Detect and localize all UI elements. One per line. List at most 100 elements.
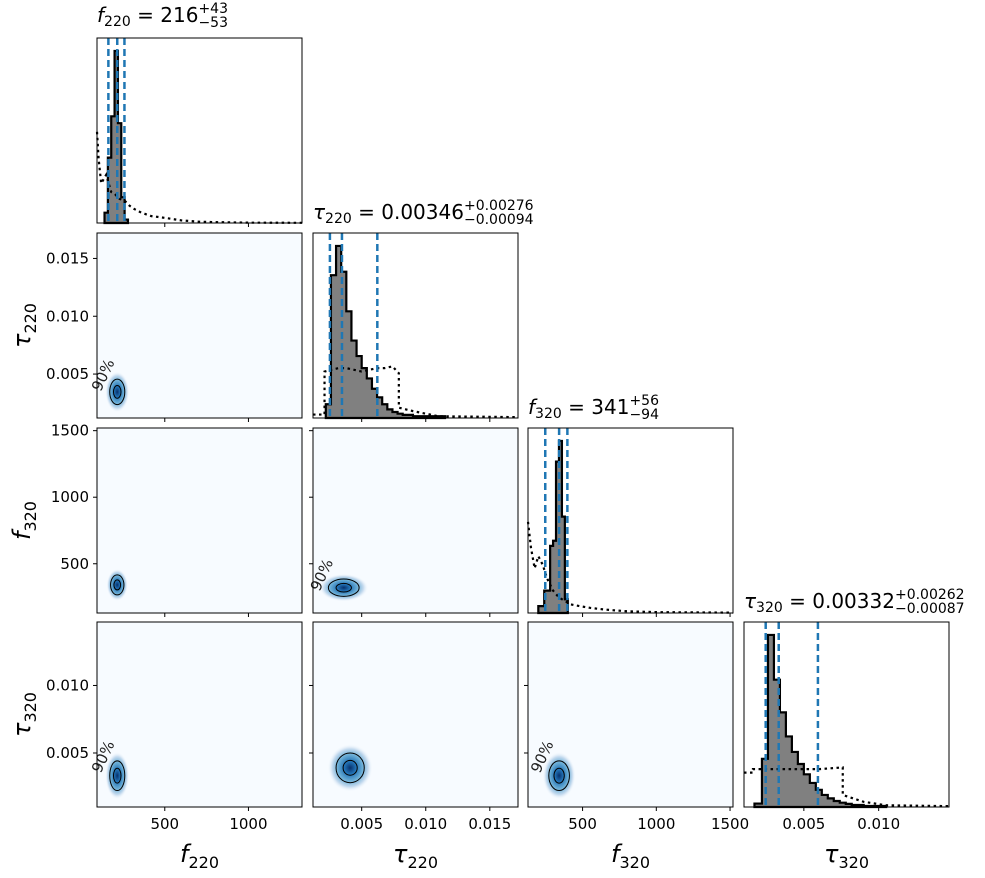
diag-panel-1: f220 = 216+43 −53 <box>95 1 303 227</box>
axis-label-symbol: τ <box>8 722 36 737</box>
axis-label-subscript: 220 <box>21 303 40 334</box>
title-upper: +56 <box>629 393 659 409</box>
axis-label-subscript: 220 <box>188 853 219 872</box>
title-lower: −0.00094 <box>464 212 534 228</box>
contour-outer <box>335 752 365 784</box>
x-tick-label: 1500 <box>711 815 749 833</box>
axis-label-subscript: 320 <box>21 692 40 723</box>
density-background <box>97 428 302 613</box>
title-median: = 0.00332 <box>783 589 895 613</box>
axis-label: f320 <box>8 501 40 540</box>
contour-inner <box>342 759 358 776</box>
title-median: = 216 <box>131 3 199 27</box>
posterior-histogram-fill <box>754 634 887 807</box>
axis-label-symbol: τ <box>393 840 408 868</box>
diag-panel-4: 0.005 0.010 τ320 = 0.00332+0.00262 −0.00087 <box>743 587 965 833</box>
x-tick-label: 1000 <box>637 815 675 833</box>
density-panel-4-2: 0.005 0.010 0.015 <box>309 621 519 833</box>
panel-title: f220 = 216+43 −53 <box>97 1 228 31</box>
diag-panel-3: f320 = 341+56 −94 <box>526 393 734 617</box>
density-blob <box>327 744 373 792</box>
title-subscript: 220 <box>104 14 131 30</box>
contour-outer <box>109 760 126 792</box>
title-symbol: f <box>528 395 538 419</box>
title-upper: +0.00276 <box>464 198 534 214</box>
title-upper: +0.00262 <box>895 587 965 603</box>
y-tick-label: 0.010 <box>46 307 89 325</box>
panel-frame <box>527 621 734 808</box>
panel-frame <box>96 621 303 808</box>
y-tick-label: 500 <box>60 555 89 573</box>
posterior-histogram-fill <box>325 245 445 418</box>
panel-frame <box>312 621 519 808</box>
title-symbol: τ <box>744 589 757 613</box>
title-symbol: τ <box>313 200 326 224</box>
title-median: = 341 <box>562 395 630 419</box>
diag-panel-2: τ220 = 0.00346+0.00276 −0.00094 <box>312 198 534 422</box>
title-symbol: f <box>97 3 107 27</box>
title-lower: −53 <box>198 15 228 31</box>
title-subscript: 220 <box>325 211 352 227</box>
y-tick-label: 1500 <box>51 422 89 440</box>
panel-title: τ320 = 0.00332+0.00262 −0.00087 <box>744 587 965 617</box>
axis-label: f320 <box>611 840 650 872</box>
y-tick-label: 0.010 <box>46 676 89 694</box>
contour-outer <box>109 378 126 406</box>
panel-frame <box>96 232 303 419</box>
y-tick-label: 0.005 <box>46 744 89 762</box>
x-tick-label: 0.010 <box>857 815 900 833</box>
posterior-histogram-fill <box>104 50 128 224</box>
posterior-histogram-fill <box>538 440 568 613</box>
density-blob <box>319 573 369 602</box>
x-tick-label: 0.010 <box>404 815 447 833</box>
x-tick-label: 0.005 <box>340 815 383 833</box>
x-tick-label: 1000 <box>229 815 267 833</box>
axis-label: τ320 <box>8 692 40 737</box>
density-blob <box>542 751 576 800</box>
y-tick-label: 0.005 <box>46 365 89 383</box>
axis-label: τ320 <box>824 840 869 872</box>
x-tick-label: 0.005 <box>782 815 825 833</box>
contour-inner <box>112 767 122 784</box>
panel-title: τ220 = 0.00346+0.00276 −0.00094 <box>313 198 534 228</box>
y-tick-label: 1000 <box>51 488 89 506</box>
title-lower: −94 <box>629 407 659 423</box>
panel-title: f320 = 341+56 −94 <box>528 393 659 423</box>
density-blob <box>105 751 130 800</box>
panel-frame <box>527 427 734 614</box>
x-tick-label: 500 <box>150 815 179 833</box>
posterior-histogram-outline <box>537 439 569 615</box>
contour-outer <box>327 578 360 597</box>
contour-outer <box>110 574 125 596</box>
density-background <box>97 233 302 418</box>
x-tick-label: 0.015 <box>468 815 511 833</box>
contour-inner <box>112 385 122 399</box>
title-subscript: 320 <box>756 600 783 616</box>
panel-frame <box>96 427 303 614</box>
title-upper: +43 <box>198 1 228 17</box>
axis-label: f220 <box>180 840 219 872</box>
title-subscript: 320 <box>535 406 562 422</box>
panel-frame <box>743 621 950 808</box>
contour-inner <box>553 767 565 784</box>
title-median: = 0.00346 <box>352 200 464 224</box>
axis-label-subscript: 320 <box>838 853 869 872</box>
panel-frame <box>312 427 519 614</box>
axis-label: τ220 <box>8 303 40 348</box>
axis-label-subscript: 320 <box>619 853 650 872</box>
x-tick-label: 500 <box>568 815 597 833</box>
density-blob <box>106 568 128 601</box>
panel-frame <box>312 232 519 419</box>
density-panel-3-1: 500 1000 1500 <box>51 422 303 617</box>
prior-curve <box>95 131 303 224</box>
contour-outer <box>548 760 570 792</box>
axis-label: τ220 <box>393 840 438 872</box>
axis-label-symbol: τ <box>8 333 36 348</box>
panel-frame <box>96 37 303 224</box>
title-lower: −0.00087 <box>895 601 965 617</box>
prior-curve <box>526 521 734 614</box>
density-background <box>97 622 302 807</box>
axis-label-subscript: 320 <box>21 501 40 532</box>
